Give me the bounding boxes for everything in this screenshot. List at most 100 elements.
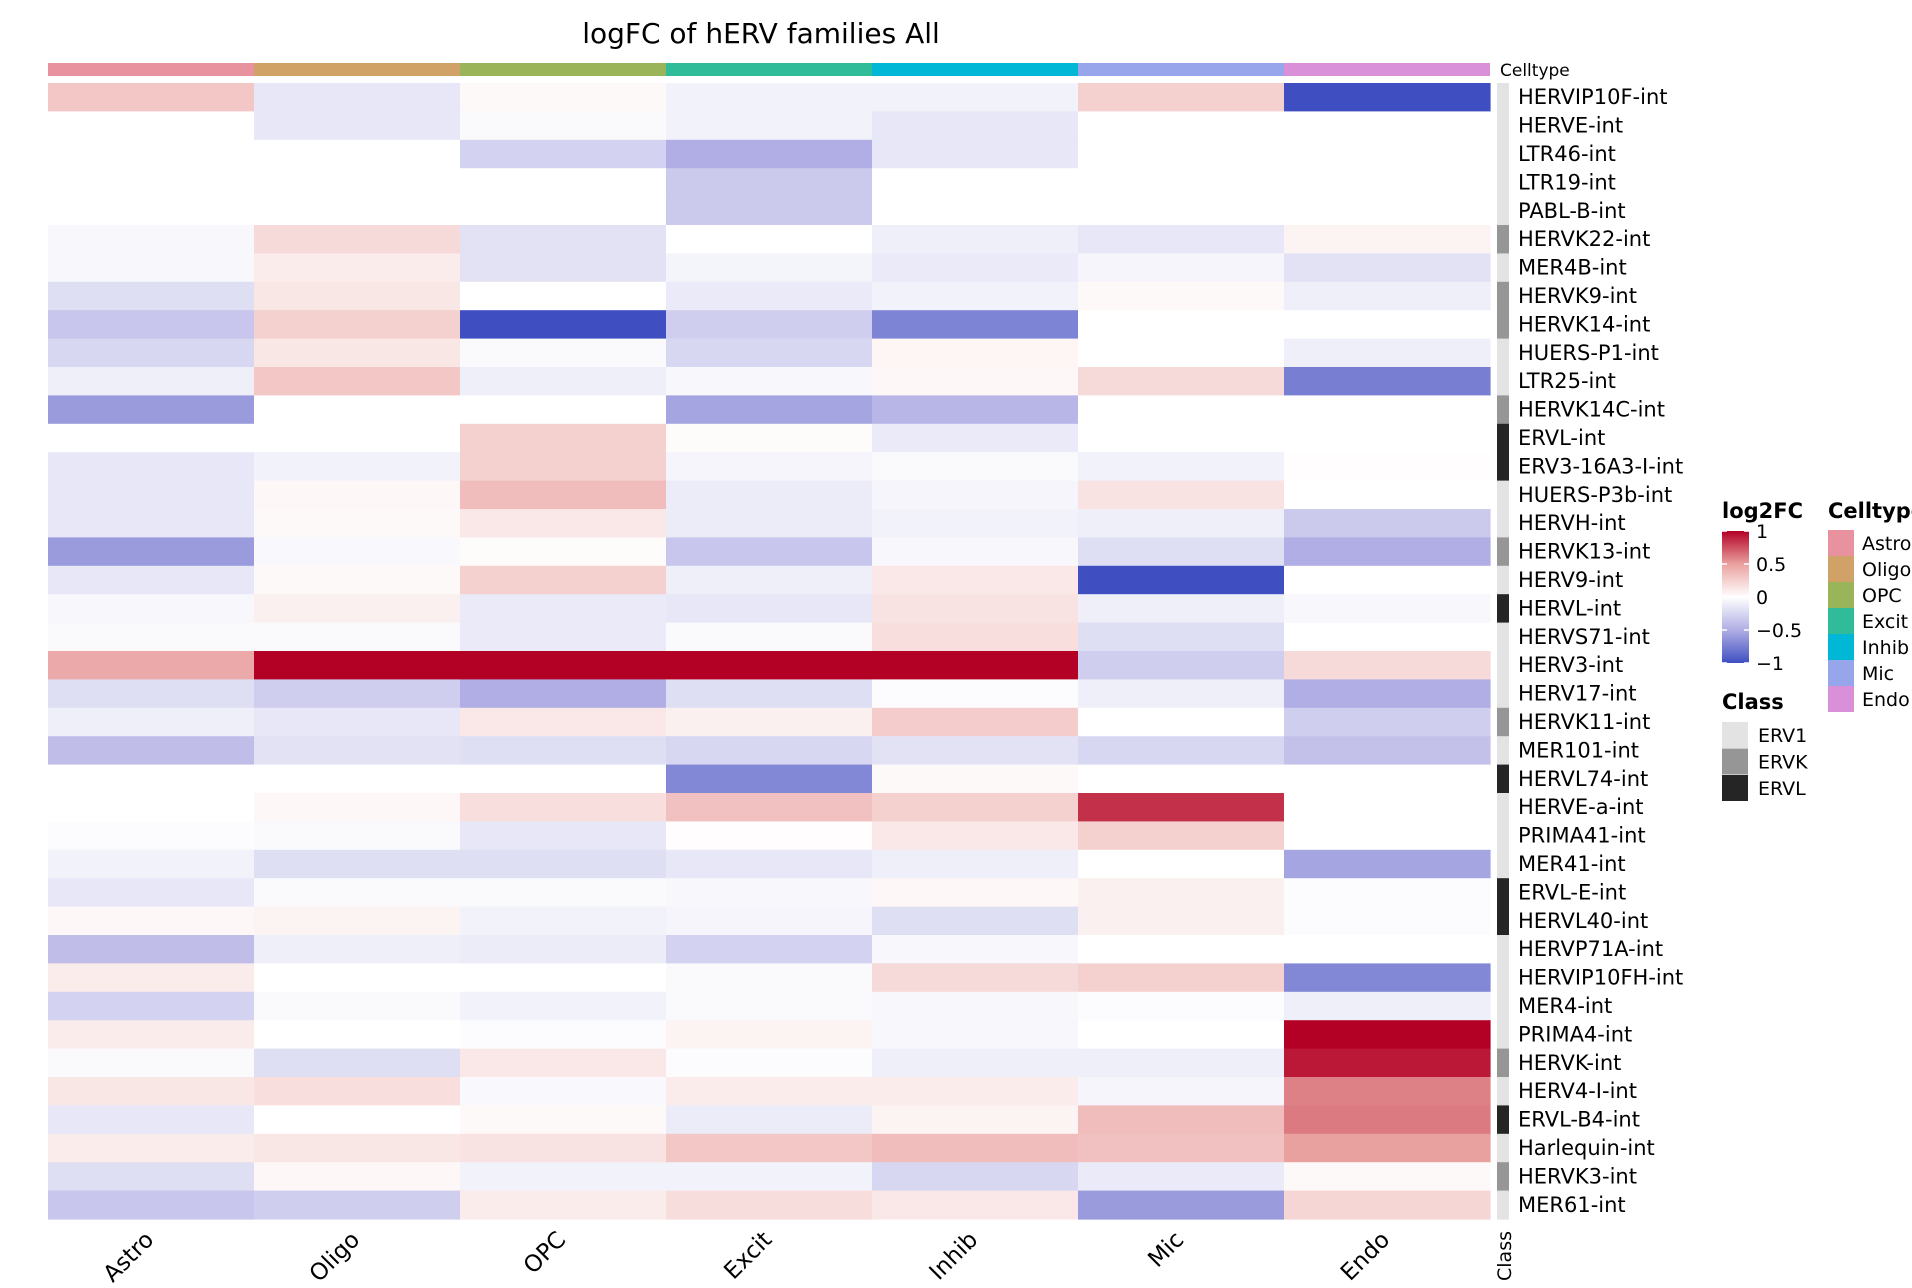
heatmap-cell (254, 225, 461, 254)
chart-title: logFC of hERV families All (582, 17, 940, 50)
heatmap-cell (254, 935, 461, 964)
heatmap-cell (666, 679, 873, 709)
class-cell (1497, 452, 1509, 482)
heatmap-cell (872, 991, 1079, 1021)
heatmap-cell (666, 196, 873, 226)
class-cell (1497, 1048, 1509, 1078)
heatmap-cell (666, 423, 873, 453)
legend-tick-label: −1 (1756, 653, 1784, 675)
heatmap-cell (1078, 793, 1285, 822)
heatmap-cell (1078, 281, 1285, 311)
heatmap-cell (48, 1162, 255, 1192)
class-cell (1497, 111, 1509, 141)
legend-class-label: ERVL (1758, 778, 1806, 800)
heatmap-cell (872, 509, 1079, 538)
class-cell (1497, 139, 1509, 169)
heatmap-cell (1078, 878, 1285, 908)
heatmap-cell (872, 878, 1079, 908)
heatmap-cell (48, 707, 255, 737)
class-cell (1497, 736, 1509, 766)
heatmap-cell (460, 338, 667, 368)
heatmap-cell (666, 1020, 873, 1050)
row-label: HERVL-int (1518, 596, 1621, 620)
heatmap-cell (872, 281, 1079, 311)
heatmap-cell (1078, 225, 1285, 254)
heatmap-cell (666, 537, 873, 567)
heatmap-cell (48, 1105, 255, 1135)
row-label: HERVH-int (1518, 511, 1626, 535)
class-cell (1497, 196, 1509, 226)
heatmap-cell (666, 736, 873, 766)
heatmap-cell (666, 821, 873, 851)
heatmap-cell (1284, 1105, 1491, 1135)
heatmap-cell (1284, 963, 1491, 993)
heatmap-cell (1284, 225, 1491, 254)
heatmap-cell (1284, 594, 1491, 624)
heatmap-cell (1078, 849, 1285, 879)
heatmap-cell (460, 225, 667, 254)
legend-celltype-label: OPC (1862, 585, 1902, 607)
class-cell (1497, 594, 1509, 624)
heatmap-cell (872, 367, 1079, 396)
heatmap-cell (1284, 537, 1491, 567)
heatmap-cell (254, 736, 461, 766)
heatmap-cell (666, 83, 873, 112)
heatmap-cell (666, 1133, 873, 1163)
heatmap-cell (666, 281, 873, 311)
heatmap-cell (48, 196, 255, 226)
heatmap-cell (666, 367, 873, 396)
heatmap-cell (254, 111, 461, 141)
heatmap-cell (460, 849, 667, 879)
heatmap-cell (872, 594, 1079, 624)
heatmap-cell (872, 821, 1079, 851)
row-label: HERVIP10FH-int (1518, 966, 1683, 990)
heatmap-cell (1078, 565, 1285, 595)
heatmap-cell (872, 480, 1079, 510)
heatmap-cell (872, 1048, 1079, 1078)
heatmap-cell (460, 310, 667, 340)
heatmap-cell (666, 651, 873, 680)
heatmap-cell (666, 395, 873, 425)
heatmap-cell (1078, 1162, 1285, 1192)
heatmap-cell (48, 679, 255, 709)
heatmap-cell (872, 565, 1079, 595)
heatmap-cell (1284, 764, 1491, 794)
row-label: HERVK3-int (1518, 1164, 1637, 1188)
heatmap-cell (1284, 1190, 1491, 1220)
legend-celltype-swatch (1828, 634, 1854, 660)
row-label: HERVK14C-int (1518, 398, 1665, 422)
heatmap-cell (48, 1048, 255, 1078)
heatmap-cell (872, 793, 1079, 822)
heatmap-cell (254, 1020, 461, 1050)
heatmap-cell (460, 168, 667, 198)
heatmap-cell (254, 565, 461, 595)
class-cell (1497, 651, 1509, 680)
heatmap-cell (460, 1162, 667, 1192)
heatmap-cell (48, 821, 255, 851)
heatmap-cell (872, 1105, 1079, 1135)
row-label: ERVL-E-int (1518, 880, 1626, 904)
legend-celltype-label: Endo (1862, 689, 1910, 711)
heatmap-cell (1284, 707, 1491, 737)
heatmap-cell (872, 764, 1079, 794)
heatmap-cell (48, 1020, 255, 1050)
row-label: MER4-int (1518, 994, 1612, 1018)
legend-celltype-swatch (1828, 556, 1854, 582)
class-cell (1497, 509, 1509, 538)
heatmap-cell (460, 906, 667, 936)
heatmap-cell (1284, 906, 1491, 936)
heatmap-cell (872, 1190, 1079, 1220)
heatmap-cell (1078, 1077, 1285, 1106)
heatmap-cell (872, 1077, 1079, 1106)
heatmap-cell (872, 111, 1079, 141)
heatmap-cell (872, 395, 1079, 425)
row-label: HERV17-int (1518, 682, 1637, 706)
legend-celltype-label: Mic (1862, 663, 1894, 685)
heatmap-cell (1284, 196, 1491, 226)
heatmap-cell (48, 622, 255, 652)
heatmap-cell (872, 963, 1079, 993)
heatmap-cell (1078, 1048, 1285, 1078)
heatmap-cell (872, 83, 1079, 112)
heatmap-cell (460, 423, 667, 453)
